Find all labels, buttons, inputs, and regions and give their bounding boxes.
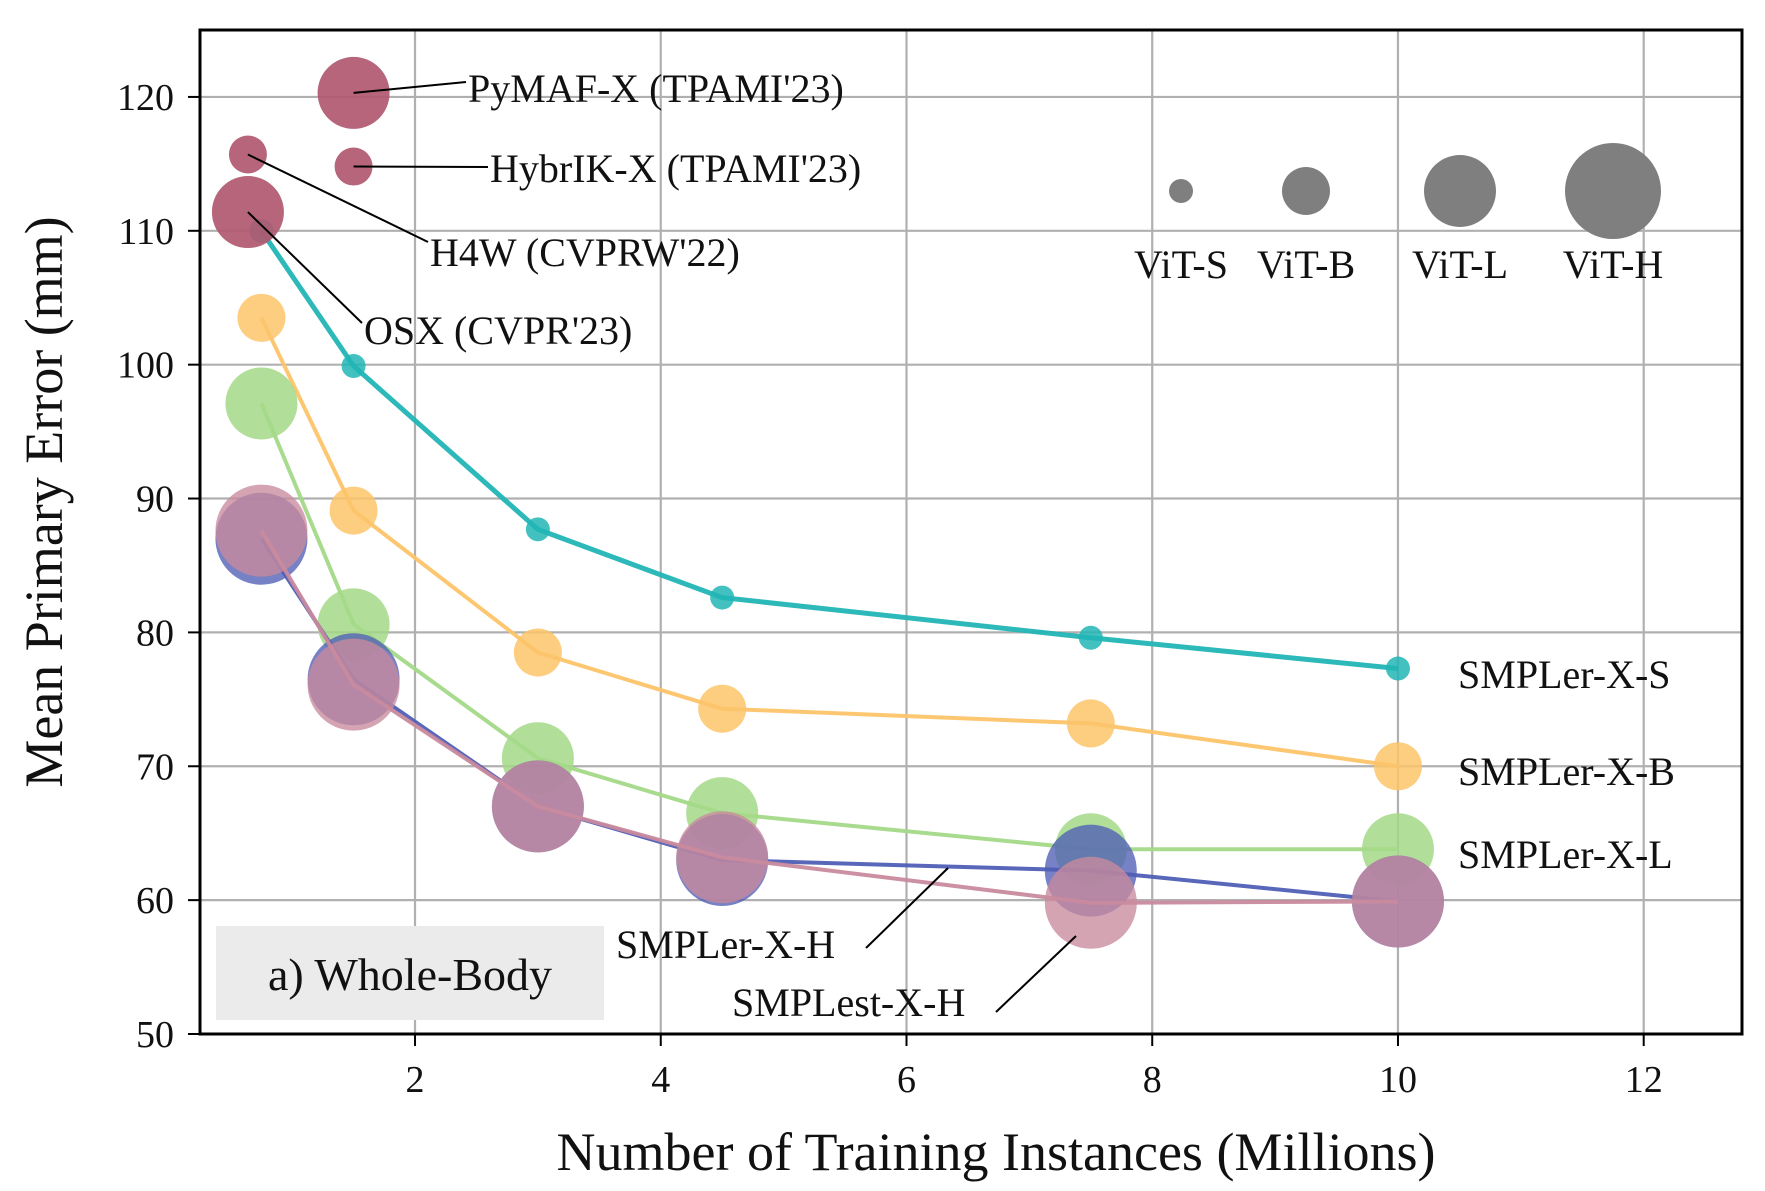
y-tick-label: 80 — [136, 612, 174, 654]
x-axis-title: Number of Training Instances (Millions) — [557, 1122, 1436, 1182]
reference-label: H4W (CVPRW'22) — [430, 230, 740, 275]
size-legend-marker — [1424, 155, 1496, 227]
annotations-layer: PyMAF-X (TPAMI'23) HybrIK-X (TPAMI'23) H4W… — [247, 66, 1675, 1025]
data-point — [341, 354, 366, 379]
size-legend-label: ViT-H — [1563, 242, 1664, 287]
reference-label: HybrIK-X (TPAMI'23) — [490, 146, 861, 191]
data-point — [225, 367, 298, 440]
series-line — [259, 537, 1399, 904]
grid-lines — [200, 30, 1742, 1036]
x-tick-label: 10 — [1379, 1059, 1417, 1101]
data-point — [329, 486, 378, 535]
size-legend-marker — [1169, 179, 1193, 203]
size-legend: ViT-S ViT-B ViT-L ViT-H — [1134, 143, 1663, 287]
series-smpler-x-h — [215, 492, 1444, 948]
panel-label-box — [216, 926, 604, 1020]
series-smpler-x-l — [225, 367, 1434, 886]
leader-line — [995, 935, 1077, 1013]
series-label: SMPLer-X-L — [1458, 832, 1673, 877]
series-smpler-x-s — [249, 218, 1410, 681]
x-tick-label: 6 — [897, 1059, 916, 1101]
y-tick-label: 120 — [117, 77, 174, 119]
series-line — [259, 402, 1398, 852]
data-point — [237, 293, 286, 342]
axes: 2 4 6 8 10 12 50 60 70 80 90 100 110 120 — [117, 28, 1744, 1101]
y-tick-label: 70 — [136, 746, 174, 788]
series-label: SMPLer-X-S — [1458, 652, 1671, 697]
leader-line — [353, 81, 467, 94]
y-tick-label: 100 — [117, 345, 174, 387]
size-legend-label: ViT-B — [1257, 242, 1355, 287]
data-point — [215, 484, 308, 577]
plot-frame — [198, 28, 1744, 1036]
y-tick-label: 60 — [136, 880, 174, 922]
panel-label: a) Whole-Body — [268, 949, 552, 1000]
y-tick-label: 110 — [118, 211, 174, 253]
data-point — [1078, 625, 1103, 650]
series-smplest-x-h — [215, 484, 1444, 949]
data-point — [1351, 855, 1444, 948]
data-point — [1044, 856, 1137, 949]
data-point — [1066, 699, 1115, 748]
y-tick-label: 50 — [136, 1014, 174, 1056]
size-legend-label: ViT-S — [1134, 242, 1228, 287]
size-legend-marker — [1565, 143, 1661, 239]
series-smpler-x-b — [237, 293, 1422, 791]
series-layer — [215, 218, 1444, 949]
data-point — [491, 760, 584, 853]
series-line — [259, 229, 1399, 672]
size-legend-label: ViT-L — [1412, 242, 1508, 287]
series-line — [259, 316, 1399, 769]
data-point — [1373, 742, 1422, 791]
x-tick-label: 8 — [1143, 1059, 1162, 1101]
data-point — [525, 517, 550, 542]
x-tick-label: 12 — [1625, 1059, 1663, 1101]
y-axis-title: Mean Primary Error (mm) — [14, 216, 74, 787]
leader-line — [247, 153, 429, 243]
data-point — [676, 811, 769, 904]
x-tick-label: 2 — [406, 1059, 425, 1101]
reference-label: PyMAF-X (TPAMI'23) — [468, 66, 844, 111]
data-point — [1385, 656, 1410, 681]
data-point — [513, 628, 562, 677]
reference-label: OSX (CVPR'23) — [364, 308, 632, 353]
reference-methods-layer — [211, 56, 390, 249]
data-point — [307, 638, 400, 731]
data-point — [710, 585, 735, 610]
series-label: SMPLer-X-B — [1458, 749, 1675, 794]
x-tick-label: 4 — [651, 1059, 670, 1101]
series-label: SMPLer-X-H — [616, 922, 835, 967]
data-point — [698, 684, 747, 733]
leader-line — [865, 867, 949, 949]
y-tick-label: 90 — [136, 479, 174, 521]
series-label: SMPLest-X-H — [732, 980, 965, 1025]
series-line — [259, 529, 1398, 905]
leader-line — [247, 211, 363, 324]
panel-label-group: a) Whole-Body — [216, 926, 604, 1020]
size-legend-marker — [1282, 167, 1330, 215]
